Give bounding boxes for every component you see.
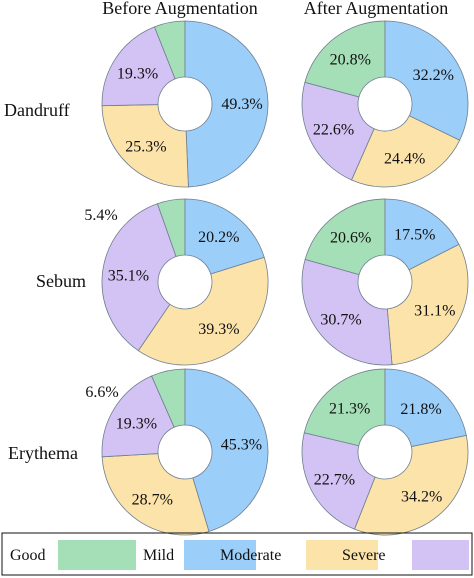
slice-moderate — [137, 256, 269, 366]
legend-swatch-mild — [184, 540, 256, 570]
slice-label-severe: 22.7% — [314, 471, 355, 488]
legend: Good Mild Moderate Severe — [1, 532, 473, 576]
legend-label-mild: Mild — [143, 547, 174, 564]
legend-label-moderate: Moderate — [220, 547, 281, 564]
donut-erythema-after: 21.3% 21.8% 34.2% 22.7% — [301, 368, 469, 536]
slice-label-moderate: 28.7% — [132, 492, 173, 509]
slice-label-mild: 49.3% — [221, 96, 262, 113]
slice-label-mild: 21.8% — [400, 401, 441, 418]
donut-dandruff-after: 20.8% 32.2% 24.4% 22.6% — [301, 20, 469, 188]
slice-mild — [184, 20, 269, 188]
slice-label-severe: 19.3% — [117, 65, 158, 82]
slice-severe — [101, 26, 176, 107]
donut-sebum-before: 5.4% 20.2% 39.3% 35.1% — [84, 198, 269, 366]
slice-label-severe: 19.3% — [116, 415, 157, 432]
slice-severe — [301, 432, 376, 530]
slice-good — [304, 20, 386, 98]
legend-border — [1, 532, 473, 576]
slice-mild — [184, 198, 265, 275]
legend-label-severe: Severe — [342, 547, 386, 564]
row-label-dandruff: Dandruff — [4, 100, 70, 120]
slice-label-severe: 35.1% — [108, 268, 149, 285]
slice-severe — [101, 203, 177, 352]
slice-severe — [301, 81, 375, 181]
slice-mild — [384, 20, 469, 141]
slice-label-moderate: 25.3% — [125, 139, 166, 156]
slice-mild — [384, 368, 467, 448]
row-label-erythema: Erythema — [8, 443, 78, 463]
slice-label-moderate: 39.3% — [198, 321, 239, 338]
slice-good — [303, 368, 386, 447]
slice-label-moderate: 34.2% — [401, 489, 442, 506]
slice-label-good: 20.8% — [330, 52, 371, 69]
slice-label-good: 6.6% — [85, 384, 118, 401]
slice-label-good: 20.6% — [330, 230, 371, 247]
row-label-sebum: Sebum — [36, 271, 86, 291]
legend-label-good: Good — [10, 547, 46, 564]
donut-dandruff-before: 6%49.3%25.3%19.3% — [101, 20, 269, 188]
legend-swatch-moderate — [306, 540, 378, 570]
slice-label-moderate: 24.4% — [384, 151, 425, 168]
slice-label-moderate: 31.1% — [414, 303, 455, 320]
slice-label-severe: 22.6% — [313, 122, 354, 139]
slice-moderate — [386, 243, 469, 366]
legend-swatch-severe — [412, 540, 469, 570]
column-title-after: After Augmentation — [304, 0, 448, 18]
slice-severe — [101, 375, 175, 458]
slice-label-good: 21.3% — [329, 400, 370, 417]
slice-label-mild: 32.2% — [413, 67, 454, 84]
legend-swatch-good — [58, 540, 136, 570]
slice-label-mild: 45.3% — [221, 437, 262, 454]
slice-good — [304, 198, 386, 276]
slice-moderate — [353, 434, 469, 536]
slice-severe — [301, 258, 393, 366]
donut-erythema-before: 6.6% 45.3% 28.7% 19.3% — [85, 368, 269, 536]
slice-moderate — [351, 115, 461, 188]
slice-mild — [184, 368, 269, 532]
slice-label-severe: 30.7% — [320, 311, 361, 328]
column-title-before: Before Augmentation — [102, 0, 257, 18]
slice-label-mild: 20.2% — [198, 229, 239, 246]
slice-label-mild: 17.5% — [394, 226, 435, 243]
slice-mild — [384, 198, 460, 271]
donut-sebum-after: 20.6% 17.5% 31.1% 30.7% — [301, 198, 469, 366]
slice-label-good: 5.4% — [84, 207, 117, 224]
donuts-layer: 6%49.3%25.3%19.3%20.8%32.2%24.4%22.6%5.4… — [84, 20, 469, 536]
slice-moderate — [101, 104, 189, 188]
